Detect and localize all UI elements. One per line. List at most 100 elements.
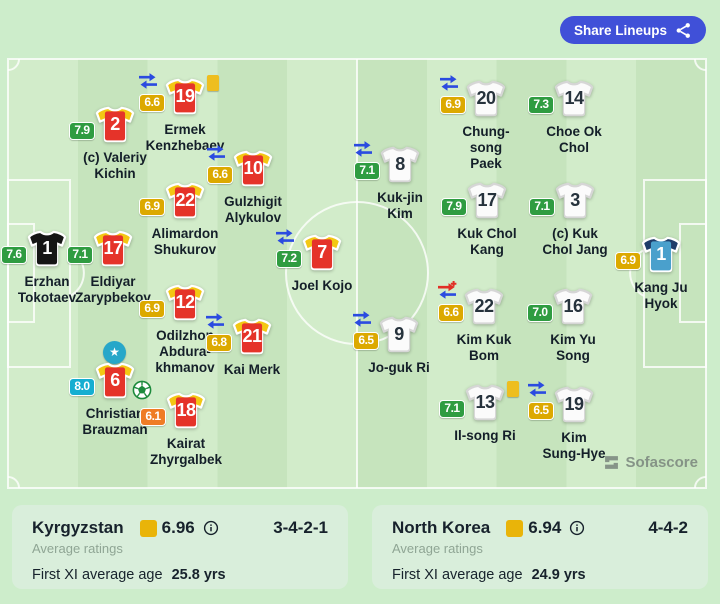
sofascore-logo-icon — [605, 456, 619, 469]
info-icon[interactable] — [569, 520, 585, 536]
jersey-icon: 1 — [640, 236, 682, 274]
player-number: 1 — [656, 244, 666, 264]
player-rating-badge: 7.6 — [1, 246, 27, 264]
player-name: Kuk-jin Kim — [377, 190, 423, 221]
player[interactable]: 3 7.1 (c) Kuk Chol Jang — [505, 158, 645, 278]
substitution-arrows-icon — [274, 227, 296, 247]
player-name: Ermek Kenzhebaev — [145, 122, 225, 153]
substitution-arrows-icon — [204, 311, 226, 331]
player-number: 21 — [242, 326, 262, 346]
player-rating-badge: 7.2 — [276, 250, 302, 268]
jersey-icon: 10 — [232, 150, 274, 188]
player-number: 22 — [474, 296, 494, 316]
home-formation: 3-4-2-1 — [273, 518, 328, 537]
home-age-label: First XI average age — [32, 567, 163, 583]
player[interactable]: 13 7.1 Il-song Ri — [415, 360, 555, 480]
home-age-value: 25.8 yrs — [171, 567, 226, 583]
player-number: 1 — [42, 238, 52, 258]
player-name: (c) Kuk Chol Jang — [542, 226, 608, 257]
player-rating-badge: 6.9 — [615, 252, 641, 270]
player-name: Choe Ok Chol — [546, 124, 602, 155]
player[interactable]: 12 6.9 Odilzhon Abdura- khmanov — [115, 260, 255, 380]
away-age-label: First XI average age — [392, 567, 523, 583]
player[interactable]: 16 7.0 Kim Yu Song — [503, 264, 643, 384]
jersey-icon: 1 — [26, 230, 68, 268]
player-number: 6 — [110, 370, 120, 390]
jersey-icon: 22 — [164, 182, 206, 220]
jersey-icon: 20 — [465, 80, 507, 118]
player-rating-badge: 7.1 — [354, 162, 380, 180]
player-rating-badge: 6.6 — [139, 94, 165, 112]
player-number: 2 — [110, 114, 120, 134]
jersey-icon: 2 — [94, 106, 136, 144]
player-rating-badge: 6.1 — [140, 408, 166, 426]
player-name: Kang Ju Hyok — [634, 280, 688, 311]
player[interactable]: 18 6.1 Kairat Zhyrgalbek — [116, 368, 256, 488]
player[interactable]: 20 6.9 Chung- song Paek — [416, 56, 556, 176]
player[interactable]: 1 7.6 Erzhan Tokotaev — [0, 206, 117, 326]
player-name: (c) Valeriy Kichin — [83, 150, 147, 181]
info-icon[interactable] — [203, 520, 219, 536]
player[interactable]: 14 7.3 Choe Ok Chol — [504, 56, 644, 176]
player[interactable]: 1 6.9 Kang Ju Hyok — [591, 212, 720, 332]
player-number: 22 — [175, 190, 195, 210]
jersey-icon: 12 — [164, 284, 206, 322]
football-icon — [132, 380, 152, 400]
jersey-icon: 19 — [553, 386, 595, 424]
home-team-summary-card[interactable]: Kyrgyzstan 6.96 3-4-2-1 Average ratings … — [12, 505, 348, 589]
share-lineups-button[interactable]: Share Lineups — [559, 16, 706, 44]
player-name: Jo-guk Ri — [368, 360, 430, 375]
away-age-value: 24.9 yrs — [531, 567, 586, 583]
player-number: 17 — [103, 238, 123, 258]
player[interactable]: 21 6.8 Kai Merk — [182, 294, 322, 414]
substitution-arrows-icon — [438, 73, 460, 93]
substitution-arrows-icon — [351, 309, 373, 329]
player[interactable]: 2 7.9 (c) Valeriy Kichin — [45, 82, 185, 202]
jersey-icon: 13 — [464, 384, 506, 422]
player-name: Eldiyar Zarypbekov — [75, 274, 151, 305]
watermark-label: Sofascore — [625, 454, 698, 471]
jersey-icon: 14 — [553, 80, 595, 118]
player-rating-badge: 6.9 — [440, 96, 466, 114]
jersey-icon: 17 — [466, 182, 508, 220]
player-rating-badge: 6.5 — [353, 332, 379, 350]
away-avg-rating-badge — [506, 519, 524, 537]
player-number: 9 — [394, 324, 404, 344]
player[interactable]: ★ 6 8.0 Ch — [45, 338, 185, 458]
substitution-arrows-icon — [526, 379, 548, 399]
player[interactable]: 17 7.1 Eldiyar Zarypbekov — [43, 206, 183, 326]
player[interactable]: 8 7.1 Kuk-jin Kim — [330, 122, 470, 242]
player-name: Kairat Zhyrgalbek — [149, 436, 223, 467]
player[interactable]: 22 6.6 Kim Kuk Bom — [414, 264, 554, 384]
player[interactable]: 7 7.2 Joel Kojo — [252, 210, 392, 330]
jersey-icon: 7 — [301, 234, 343, 272]
player[interactable]: 10 6.6 Gulzhigit Alykulov — [183, 126, 323, 246]
substitution-arrows-icon — [137, 71, 159, 91]
jersey-icon: 16 — [552, 288, 594, 326]
player-number: 19 — [175, 86, 195, 106]
player-number: 7 — [317, 242, 327, 262]
player[interactable]: 9 6.5 Jo-guk Ri — [329, 292, 469, 412]
player-number: 14 — [564, 88, 584, 108]
jersey-icon: 9 — [378, 316, 420, 354]
player-rating-badge: 7.1 — [439, 400, 465, 418]
player[interactable]: 19 6.5 Kim Sung-Hye — [504, 362, 644, 482]
sofascore-watermark: Sofascore — [604, 454, 698, 471]
player[interactable]: 22 6.9 Alimardon Shukurov — [115, 158, 255, 278]
player-rating-badge: 7.0 — [527, 304, 553, 322]
away-team-summary-card[interactable]: North Korea 6.94 4-4-2 Average ratings F… — [372, 505, 708, 589]
jersey-icon: 18 — [165, 392, 207, 430]
player-number: 8 — [395, 154, 405, 174]
player-name: Kim Yu Song — [550, 332, 596, 363]
player-number: 12 — [175, 292, 195, 312]
away-team-name: North Korea — [392, 518, 491, 537]
substitution-arrows-icon — [352, 139, 374, 159]
player-name: Christian Brauzman — [82, 406, 148, 437]
home-avg-rating: 6.96 — [161, 518, 195, 537]
player[interactable]: 19 6.6 Ermek Kenzhebaev — [115, 54, 255, 174]
player-name: Alimardon Shukurov — [151, 226, 219, 257]
player[interactable]: 17 7.9 Kuk Chol Kang — [417, 158, 557, 278]
player-rating-badge: 6.8 — [206, 334, 232, 352]
player-number: 10 — [243, 158, 263, 178]
player-name: Il-song Ri — [454, 428, 516, 443]
